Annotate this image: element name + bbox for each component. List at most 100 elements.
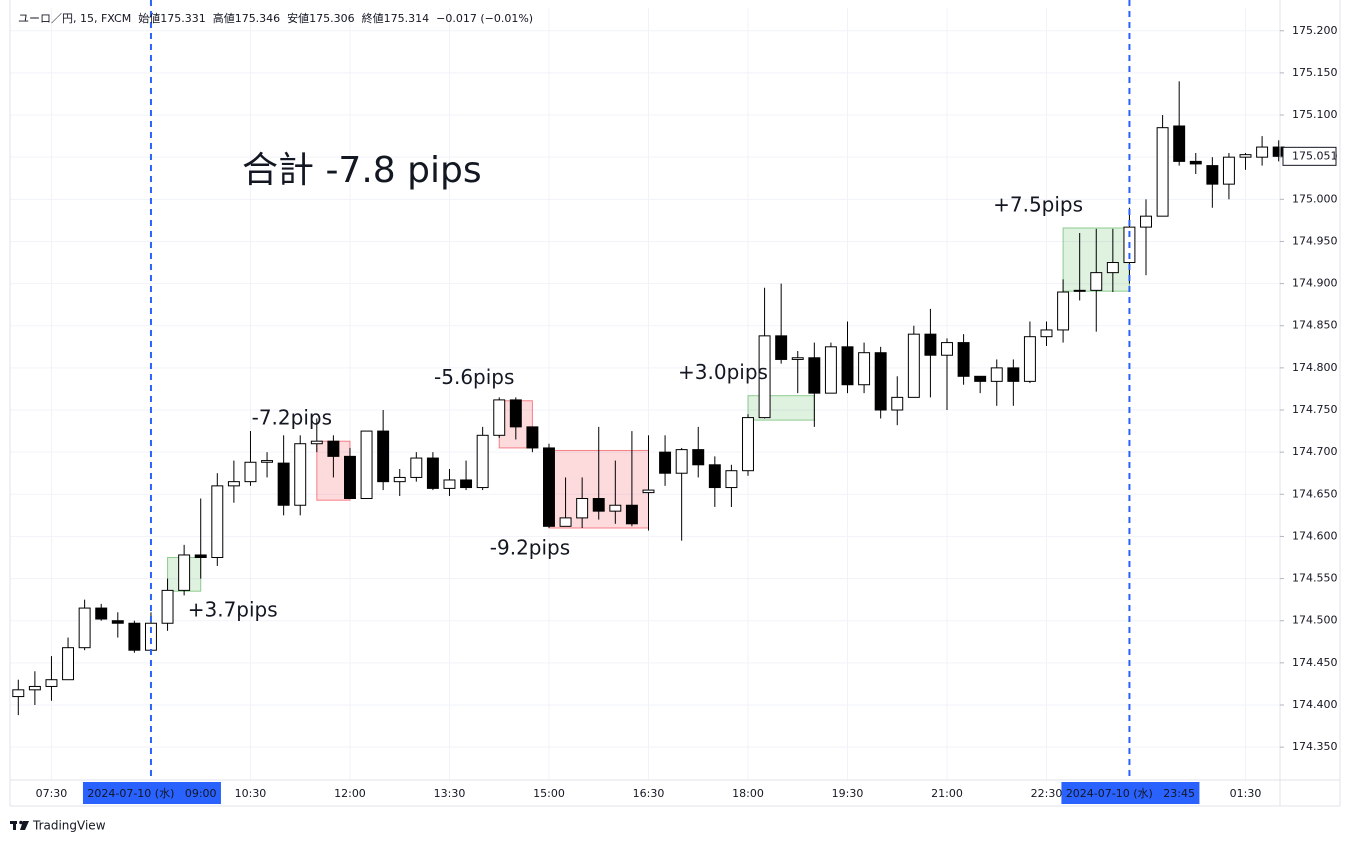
candle-body [559,517,572,527]
marker-label: 2024-07-10 (水) 09:00 [87,787,216,800]
candle-body [443,479,456,489]
logo-mark [13,821,16,830]
marker-label-box [82,782,221,804]
candle-body [28,685,41,691]
last-price-label: 175.051 [1292,149,1338,162]
y-tick-label: 174.600 [1292,529,1338,542]
candle-body [858,352,871,386]
branding: TradingView [32,819,106,833]
candle-body [111,620,124,624]
candle-body [1222,156,1235,185]
candle-body [178,554,191,591]
candle-body [211,485,224,559]
y-tick-label: 174.900 [1292,277,1338,290]
y-tick-label: 175.200 [1292,24,1338,37]
candle-body [294,443,307,506]
candle-body [45,679,58,687]
candle-body [841,346,854,386]
candle-body [78,607,91,649]
total-label: 合計 -7.8 pips [242,150,482,191]
candle-body [509,399,522,428]
candle-body [924,333,937,356]
candle-body [526,426,539,449]
candle-body [974,375,987,382]
y-tick-label: 174.500 [1292,614,1338,627]
x-tick-label: 12:00 [334,787,366,800]
candle-body [344,455,356,500]
candle-body [1256,146,1269,158]
candle-body [1057,291,1070,331]
last-price-box [1282,146,1337,166]
candle-body [1206,165,1219,185]
candle-body [327,440,340,457]
candle-body [360,430,373,500]
candle-body [161,589,174,624]
y-tick-label: 174.950 [1292,234,1338,247]
candle-body [659,451,672,474]
logo: TradingView [10,819,106,833]
candle-body [410,457,423,478]
candle-body [592,498,605,512]
trade-label: +3.7pips [188,598,278,622]
y-tick-label: 174.350 [1292,740,1338,753]
candle-body [227,481,240,487]
candle-body [758,335,771,419]
candle-body [95,607,108,620]
candle-body [576,498,589,519]
candle-body [244,461,257,483]
y-tick-label: 174.850 [1292,319,1338,332]
x-tick-label: 07:30 [36,787,68,800]
candle-body [1040,329,1053,338]
y-tick-label: 174.650 [1292,487,1338,500]
candle-body [609,504,622,512]
candle-body [277,462,290,506]
trade-label: -9.2pips [490,536,570,560]
y-tick-label: 175.150 [1292,66,1338,79]
y-tick-label: 175.100 [1292,108,1338,121]
candle-body [377,430,390,483]
candle-body [1239,154,1252,158]
x-tick-label: 10:30 [235,787,267,800]
y-tick-label: 174.700 [1292,445,1338,458]
trade-label: -5.6pips [434,365,514,389]
candle-body [460,479,473,489]
trade-box [747,395,815,421]
candle-body [1073,289,1086,292]
x-tick-label: 13:30 [434,787,466,800]
candle-body [310,440,323,445]
candle-body [941,342,953,356]
x-tick-label: 18:00 [732,787,764,800]
axes: 174.350 174.400 174.450 174.500 174.550 174.6… [36,24,1338,804]
candle-body [261,460,274,463]
candle-body [1007,367,1020,382]
x-tick-label: 19:30 [832,787,864,800]
y-tick-label: 174.550 [1292,572,1338,585]
candle-body [493,399,506,436]
candle-body [708,464,721,489]
candle-body [625,504,638,525]
trade-label: -7.2pips [252,406,332,430]
candle-body [1140,215,1152,228]
candle-body [62,647,75,681]
candle-body [543,447,555,527]
candle-body [1023,336,1036,382]
candle-body [775,335,788,360]
candle-body [128,622,141,651]
candle-body [824,346,837,394]
y-tick-label: 174.400 [1292,698,1338,711]
candle-body [12,689,25,698]
x-tick-label: 15:00 [533,787,565,800]
logo-mark [19,820,23,825]
candle-body [194,554,207,559]
x-tick-label: 16:30 [633,787,665,800]
logo-mark [20,821,29,830]
x-tick-label: 21:00 [931,787,963,800]
candle-body [990,367,1003,382]
candle-body [393,476,406,483]
candle-body [742,417,754,472]
candle-body [1189,160,1202,165]
candle-body [692,449,705,466]
y-tick-label: 174.450 [1292,656,1338,669]
